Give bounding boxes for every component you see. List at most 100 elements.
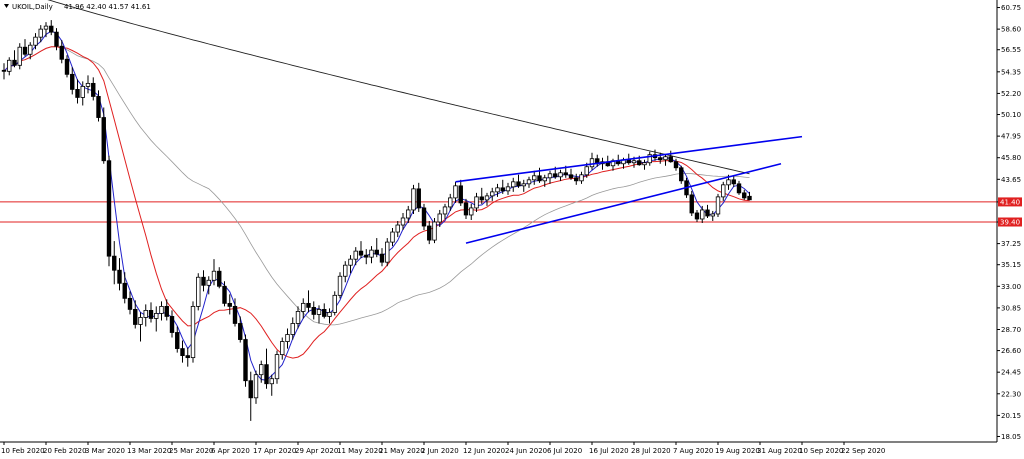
candle — [59, 40, 64, 64]
candle-body — [574, 177, 579, 182]
candle — [490, 187, 495, 201]
candle-body — [348, 258, 353, 266]
candle — [647, 151, 652, 166]
candle-body — [495, 187, 500, 193]
candle-body — [400, 217, 406, 226]
candle-body — [238, 323, 243, 340]
candle — [715, 193, 721, 217]
candle-body — [631, 160, 637, 164]
candle-body — [663, 156, 668, 161]
candle — [521, 179, 526, 192]
y-tick-label: 33.00 — [1001, 283, 1021, 291]
candle-body — [385, 241, 390, 263]
candle-body — [159, 305, 164, 314]
candle-body — [316, 308, 322, 315]
candle-body — [689, 194, 694, 214]
x-tick-label: 28 Jul 2020 — [631, 447, 671, 455]
trend-channel-lower-line[interactable] — [465, 162, 782, 244]
candle — [7, 57, 12, 76]
candle — [532, 170, 537, 185]
candle-body — [280, 341, 285, 356]
candle — [311, 301, 316, 320]
candle — [159, 301, 164, 321]
y-tick-label: 47.95 — [1001, 133, 1021, 141]
candle — [474, 192, 479, 212]
dropdown-triangle-icon[interactable] — [4, 4, 9, 8]
candle — [395, 221, 400, 238]
trend-channel-upper-line[interactable] — [455, 135, 803, 183]
candle-body — [301, 302, 306, 312]
candle — [264, 348, 269, 389]
candle-body — [337, 275, 343, 296]
ohlc-values: 41.96 42.40 41.57 41.61 — [64, 3, 151, 11]
candle-body — [532, 175, 537, 181]
candle-body — [54, 31, 59, 47]
candle — [353, 247, 358, 266]
candle-body — [322, 308, 327, 317]
candle-body — [448, 197, 453, 208]
candle-body — [122, 282, 127, 299]
candle — [106, 155, 112, 267]
price-label: 41.40 — [1000, 198, 1020, 206]
x-tick-label: 22 Sep 2020 — [841, 447, 885, 455]
candle — [442, 203, 448, 219]
candle-body — [547, 173, 553, 179]
candle-body — [710, 213, 715, 217]
candle-body — [175, 332, 180, 349]
candle-body — [458, 185, 463, 204]
x-tick-label: 3 Mar 2020 — [85, 447, 125, 455]
candle-body — [232, 305, 238, 324]
x-tick-label: 13 Mar 2020 — [127, 447, 171, 455]
candle — [421, 203, 427, 231]
chart-header: UKOIL,Daily 41.96 42.40 41.57 41.61 — [4, 3, 151, 11]
candle-body — [516, 181, 521, 187]
candle — [49, 20, 54, 36]
candle — [127, 291, 133, 315]
candle-body — [143, 310, 148, 318]
candle — [500, 179, 505, 194]
candle-body — [542, 177, 547, 182]
candle-body — [642, 162, 647, 166]
candle-body — [747, 195, 752, 201]
candle — [385, 238, 390, 267]
candle-body — [196, 276, 201, 307]
candle — [175, 326, 180, 353]
candle — [406, 205, 411, 224]
y-tick-label: 58.60 — [1001, 26, 1021, 34]
candle-body — [1, 69, 7, 72]
candle-body — [243, 339, 248, 382]
candle-body — [133, 308, 138, 325]
candle-body — [80, 85, 85, 98]
candle-body — [668, 156, 673, 163]
candle-body — [28, 44, 33, 55]
candle-body — [369, 249, 374, 258]
candle-body — [91, 82, 96, 97]
candle — [43, 22, 49, 38]
candle-body — [70, 73, 75, 90]
candle-body — [358, 250, 364, 256]
candle-body — [474, 196, 479, 209]
candle-body — [432, 221, 437, 241]
candle-body — [117, 269, 122, 284]
candle-body — [715, 196, 721, 215]
candle-body — [563, 172, 568, 176]
candle — [101, 107, 106, 164]
candle — [17, 43, 22, 70]
candle — [742, 189, 747, 200]
candle — [1, 63, 7, 80]
candle — [516, 174, 521, 188]
candle-body — [647, 154, 652, 164]
candle — [327, 308, 332, 324]
candle — [348, 255, 353, 274]
candle-body — [568, 174, 574, 179]
candle — [316, 305, 322, 324]
candle-body — [112, 255, 117, 271]
candle — [542, 174, 547, 187]
candle — [700, 205, 705, 224]
candle — [343, 261, 348, 283]
candle-body — [427, 225, 432, 241]
candle-body — [416, 188, 421, 209]
candle — [54, 28, 59, 51]
candle — [180, 340, 185, 363]
